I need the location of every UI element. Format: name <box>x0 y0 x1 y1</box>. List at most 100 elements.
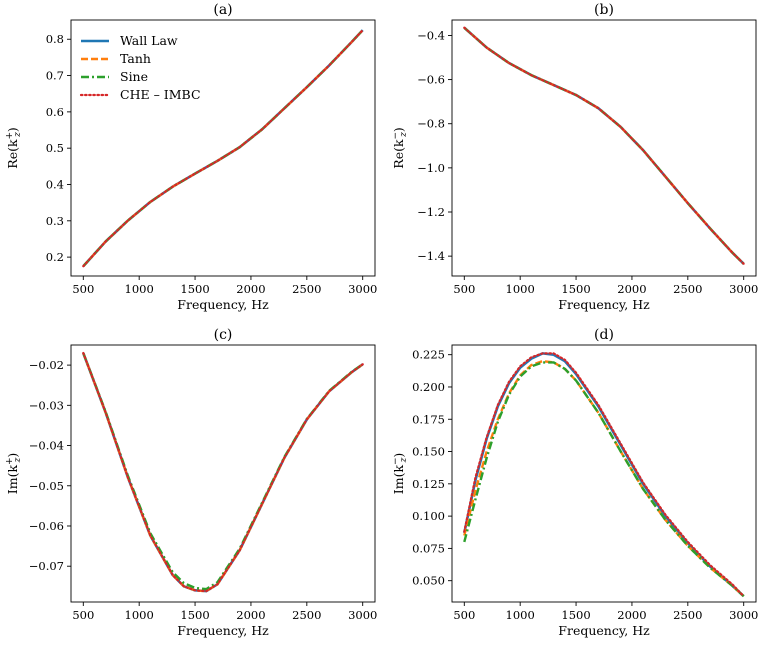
y-tick-label: −0.8 <box>417 117 445 131</box>
legend-label: CHE – IMBC <box>120 87 201 102</box>
series-line-wall-law <box>463 26 745 265</box>
subplot-title: (a) <box>213 2 232 18</box>
y-tick-label: −0.6 <box>417 73 445 87</box>
y-tick-label: −1.0 <box>417 161 445 175</box>
axes-frame <box>451 19 757 277</box>
y-tick-label: 0.4 <box>46 177 64 191</box>
series-line-tanh <box>463 359 745 598</box>
y-tick-label: 0.050 <box>412 574 445 588</box>
x-tick-label: 2500 <box>673 608 702 622</box>
y-axis-label: Re(k+z) <box>5 127 23 168</box>
y-axis-label: Im(k−z) <box>391 453 409 494</box>
legend-label: Wall Law <box>120 33 178 48</box>
y-axis-label-base: Re(k <box>391 139 406 169</box>
legend-label: Tanh <box>120 51 151 66</box>
legend: Wall Law Tanh Sine CHE – IMBC <box>79 33 201 102</box>
y-tick-label: 0.075 <box>412 541 445 555</box>
y-tick-label: 0.8 <box>46 32 64 46</box>
x-tick-label: 3000 <box>348 282 377 296</box>
x-axis-label: Frequency, Hz <box>177 297 269 312</box>
y-tick-label: −0.02 <box>29 358 64 372</box>
y-axis-label-sup: − <box>391 457 401 465</box>
y-tick-label: 0.225 <box>412 348 445 362</box>
y-axis-label-close: ) <box>5 453 20 458</box>
x-tick-label: 500 <box>72 608 94 622</box>
subplot-b: (b) 500 1000 1500 2000 2500 3000 −1.4 −1.2 −1.0 −0… <box>391 2 758 312</box>
series-line-che-imbc <box>82 29 364 268</box>
y-axis-label-sup: − <box>391 132 401 140</box>
x-tick-label: 1000 <box>506 608 535 622</box>
y-tick-label: −0.04 <box>29 439 64 453</box>
y-tick-label: −0.4 <box>417 28 445 42</box>
y-tick-label: −0.05 <box>29 479 64 493</box>
y-tick-label: 0.150 <box>412 445 445 459</box>
axes-frame <box>70 19 376 277</box>
y-axis-label-close: ) <box>391 453 406 458</box>
y-axis-label: Im(k+z) <box>5 453 23 494</box>
series-line-che-imbc <box>463 352 745 598</box>
y-tick-label: −0.03 <box>29 398 64 412</box>
x-tick-label: 1000 <box>125 282 154 296</box>
subplot-a: (a) 500 1000 1500 2000 2500 3000 0.2 0.3 0.4 0.5 0.… <box>5 2 377 312</box>
y-tick-label: 0.3 <box>46 214 64 228</box>
series-line-che-imbc <box>463 26 745 265</box>
y-axis-label-close: ) <box>391 127 406 132</box>
x-tick-label: 2500 <box>292 608 321 622</box>
x-tick-label: 3000 <box>729 282 758 296</box>
x-tick-label: 1500 <box>561 282 590 296</box>
x-tick-label: 2000 <box>236 282 265 296</box>
y-axis-label-base: Re(k <box>5 139 20 169</box>
subplot-d: (d) 500 1000 1500 2000 2500 3000 0.050 0.075 0.10… <box>391 327 758 638</box>
x-tick-label: 1500 <box>180 608 209 622</box>
series-line-sine <box>463 361 745 598</box>
y-axis-label-sup: + <box>5 132 15 140</box>
x-tick-label: 2500 <box>673 282 702 296</box>
y-axis-label: Re(k−z) <box>391 127 409 168</box>
x-tick-label: 3000 <box>348 608 377 622</box>
series-line-tanh <box>463 26 745 265</box>
series-line-che-imbc <box>82 351 364 593</box>
x-tick-label: 1500 <box>561 608 590 622</box>
y-axis-label-sub: z <box>13 457 23 463</box>
subplot-title: (d) <box>594 327 614 343</box>
subplot-title: (b) <box>594 2 614 18</box>
x-axis-label: Frequency, Hz <box>558 297 650 312</box>
y-axis-label-base: Im(k <box>391 465 406 495</box>
y-tick-label: 0.5 <box>46 141 64 155</box>
y-tick-label: 0.7 <box>46 69 64 83</box>
y-tick-label: −1.4 <box>417 249 445 263</box>
x-axis-label: Frequency, Hz <box>558 623 650 638</box>
x-tick-label: 3000 <box>729 608 758 622</box>
series-line-tanh <box>82 352 364 593</box>
x-tick-label: 500 <box>453 608 475 622</box>
y-tick-label: 0.125 <box>412 477 445 491</box>
y-tick-label: 0.200 <box>412 380 445 394</box>
x-axis-label: Frequency, Hz <box>177 623 269 638</box>
y-axis-label-sub: z <box>13 132 23 138</box>
y-tick-label: −0.07 <box>29 559 64 573</box>
x-tick-label: 1500 <box>180 282 209 296</box>
x-tick-label: 2000 <box>236 608 265 622</box>
y-axis-label-sup: + <box>5 457 15 465</box>
y-tick-label: 0.6 <box>46 105 64 119</box>
x-tick-label: 500 <box>72 282 94 296</box>
subplot-title: (c) <box>214 327 233 343</box>
y-axis-label-sub: z <box>399 132 409 138</box>
axes-frame <box>451 344 757 603</box>
legend-label: Sine <box>120 69 148 84</box>
y-tick-label: −0.06 <box>29 519 64 533</box>
y-axis-label-base: Im(k <box>5 465 20 495</box>
x-tick-label: 2500 <box>292 282 321 296</box>
x-tick-label: 2000 <box>617 608 646 622</box>
axes-frame <box>70 344 376 603</box>
subplot-c: (c) 500 1000 1500 2000 2500 3000 −0.07 −0.06 −0.0… <box>5 327 377 638</box>
x-tick-label: 1000 <box>506 282 535 296</box>
y-axis-label-sub: z <box>399 457 409 463</box>
series-line-sine <box>463 26 745 265</box>
x-tick-label: 500 <box>453 282 475 296</box>
y-tick-label: 0.2 <box>46 250 64 264</box>
y-tick-label: 0.100 <box>412 509 445 523</box>
y-tick-label: 0.175 <box>412 412 445 426</box>
x-tick-label: 2000 <box>617 282 646 296</box>
